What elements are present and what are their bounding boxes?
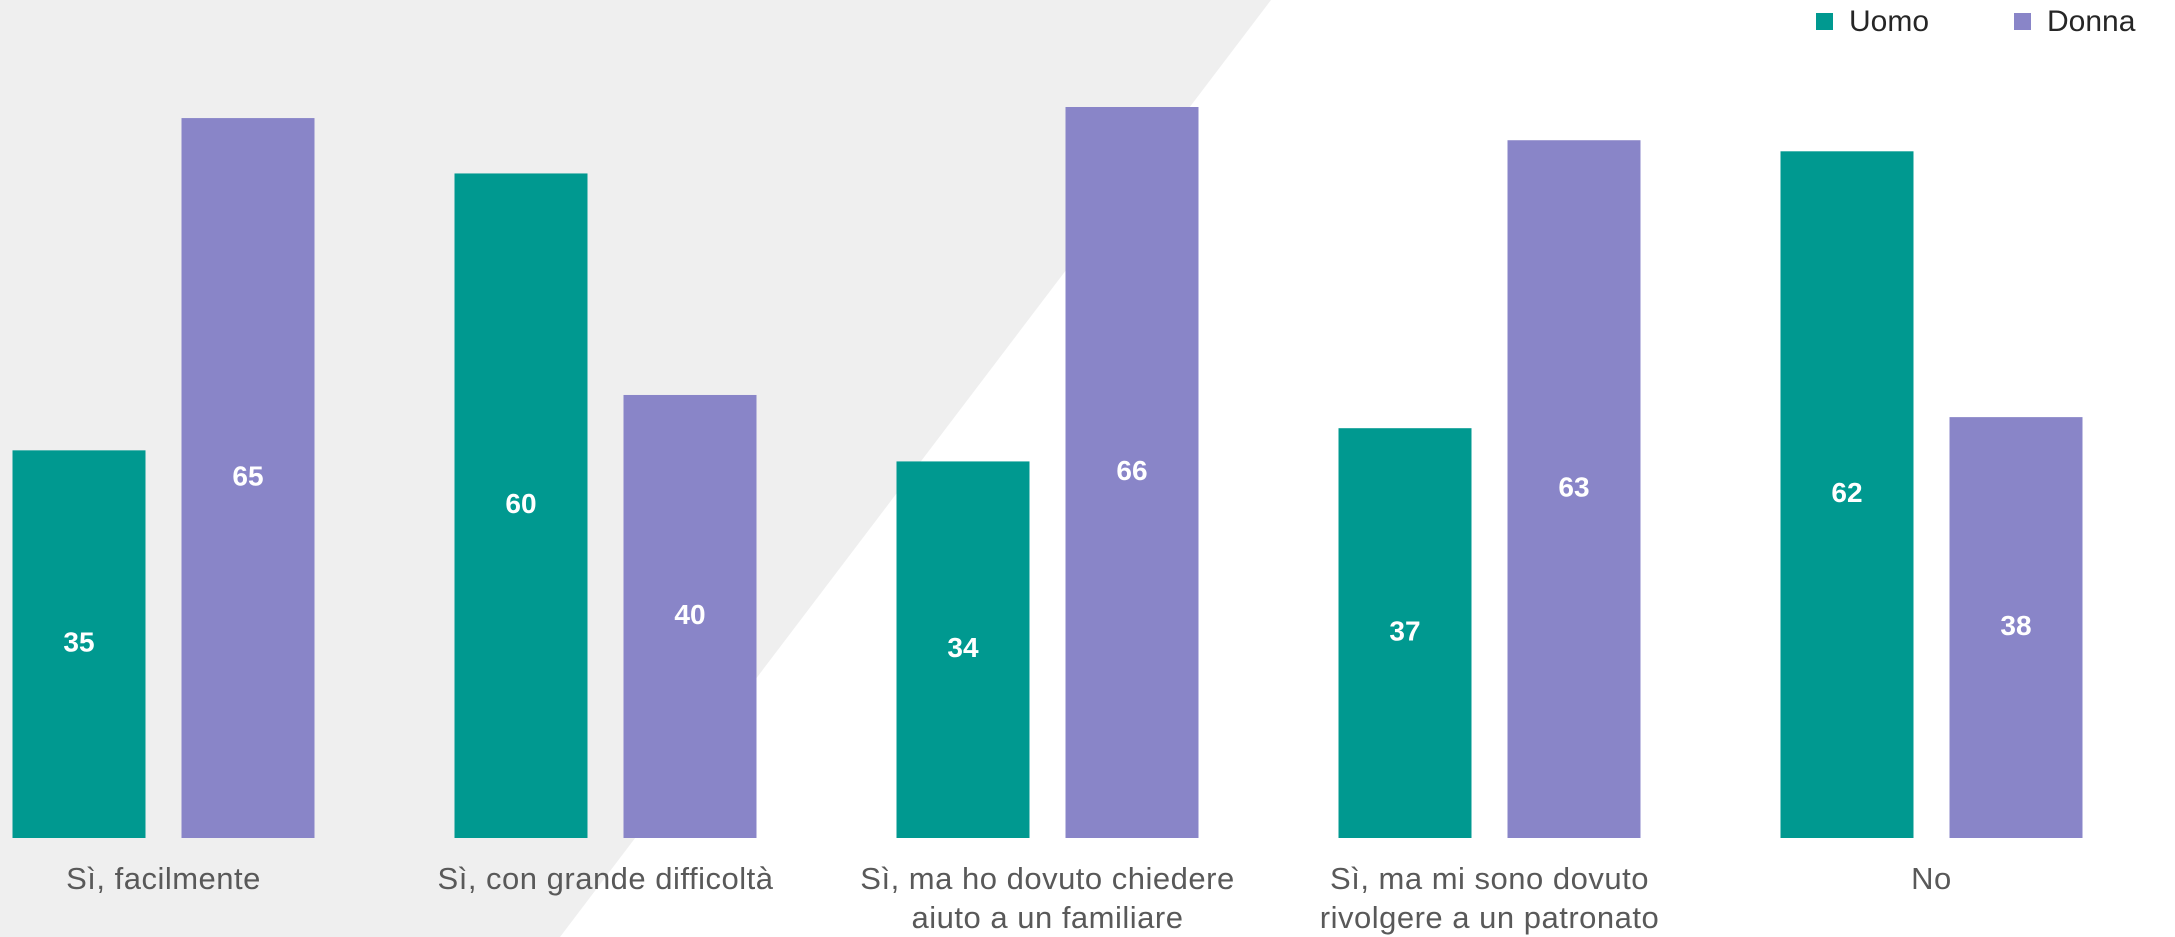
- x-tick-label: Sì, ma ho dovuto chiedere aiuto a un fam…: [860, 861, 1235, 935]
- bar: [1065, 107, 1199, 838]
- bar: [454, 173, 588, 839]
- value-label: 66: [1116, 455, 1147, 486]
- value-label: 34: [947, 632, 979, 663]
- x-tick-label: Sì, ma mi sono dovuto rivolgere a un pat…: [1319, 861, 1660, 935]
- bar: [1780, 151, 1914, 838]
- bar: [1507, 140, 1641, 838]
- value-label: 40: [674, 599, 705, 630]
- x-tick-label: No: [1911, 861, 1952, 896]
- value-label: 35: [63, 627, 94, 658]
- legend-swatch: [2014, 13, 2031, 30]
- bar: [1949, 417, 2083, 838]
- value-label: 62: [1831, 477, 1862, 508]
- value-label: 60: [505, 488, 536, 519]
- legend-swatch: [1816, 13, 1833, 30]
- bar: [12, 450, 146, 838]
- x-tick-label: Sì, con grande difficoltà: [437, 861, 774, 896]
- value-label: 38: [2000, 610, 2031, 641]
- legend-label: Uomo: [1849, 5, 1929, 38]
- value-label: 37: [1389, 615, 1420, 646]
- legend-label: Donna: [2047, 5, 2136, 38]
- bar: [896, 461, 1030, 838]
- value-label: 63: [1558, 472, 1589, 503]
- x-tick-label: Sì, facilmente: [66, 861, 261, 896]
- bar: [623, 394, 757, 838]
- value-label: 65: [232, 460, 263, 491]
- bar: [181, 118, 315, 839]
- bar: [1338, 428, 1472, 838]
